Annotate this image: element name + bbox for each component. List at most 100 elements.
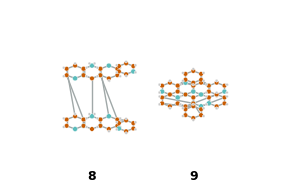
Circle shape xyxy=(215,95,218,98)
Circle shape xyxy=(214,92,219,97)
Circle shape xyxy=(181,72,184,74)
Circle shape xyxy=(199,92,203,97)
Circle shape xyxy=(124,72,128,77)
Circle shape xyxy=(160,89,164,94)
Circle shape xyxy=(85,66,88,69)
Circle shape xyxy=(119,75,122,78)
Circle shape xyxy=(134,128,137,131)
Circle shape xyxy=(207,89,211,94)
Circle shape xyxy=(207,83,211,88)
Circle shape xyxy=(199,104,203,109)
Circle shape xyxy=(181,79,184,82)
Circle shape xyxy=(179,83,181,86)
Circle shape xyxy=(85,117,88,120)
Circle shape xyxy=(222,89,227,94)
Circle shape xyxy=(115,117,120,122)
Circle shape xyxy=(73,63,77,68)
Circle shape xyxy=(226,95,228,98)
Circle shape xyxy=(214,92,219,97)
Circle shape xyxy=(125,117,127,120)
Circle shape xyxy=(134,71,137,74)
Circle shape xyxy=(117,64,121,68)
Circle shape xyxy=(93,62,96,65)
Circle shape xyxy=(191,89,196,94)
Circle shape xyxy=(183,92,188,97)
Circle shape xyxy=(199,81,203,85)
Circle shape xyxy=(199,72,203,76)
Circle shape xyxy=(206,101,211,106)
Circle shape xyxy=(191,89,196,94)
Circle shape xyxy=(199,107,203,112)
Circle shape xyxy=(85,126,88,128)
Circle shape xyxy=(168,92,172,97)
Circle shape xyxy=(73,127,77,132)
Circle shape xyxy=(215,107,218,110)
Circle shape xyxy=(175,83,180,88)
Circle shape xyxy=(215,91,218,94)
Circle shape xyxy=(119,66,122,69)
Circle shape xyxy=(81,67,86,71)
Circle shape xyxy=(158,83,161,86)
Circle shape xyxy=(64,124,69,128)
Circle shape xyxy=(222,101,227,106)
Circle shape xyxy=(124,129,128,133)
Circle shape xyxy=(226,91,228,94)
Circle shape xyxy=(90,127,94,131)
Circle shape xyxy=(168,107,171,110)
Circle shape xyxy=(191,83,196,88)
Circle shape xyxy=(158,103,161,106)
Circle shape xyxy=(205,95,208,98)
Circle shape xyxy=(207,95,211,100)
Circle shape xyxy=(168,92,172,97)
Circle shape xyxy=(191,95,196,100)
Circle shape xyxy=(199,113,203,117)
Circle shape xyxy=(205,103,208,106)
Circle shape xyxy=(191,69,196,73)
Circle shape xyxy=(134,64,137,67)
Circle shape xyxy=(202,107,205,110)
Circle shape xyxy=(175,95,180,100)
Circle shape xyxy=(115,64,118,67)
Circle shape xyxy=(214,104,219,108)
Text: 8: 8 xyxy=(88,170,96,183)
Circle shape xyxy=(181,115,184,117)
Circle shape xyxy=(124,61,128,66)
Circle shape xyxy=(205,91,208,94)
Circle shape xyxy=(98,117,103,122)
Circle shape xyxy=(90,76,94,81)
Circle shape xyxy=(191,95,196,100)
Circle shape xyxy=(81,117,86,122)
Circle shape xyxy=(175,89,180,94)
Circle shape xyxy=(183,80,188,85)
Circle shape xyxy=(88,113,91,115)
Circle shape xyxy=(62,117,65,120)
Circle shape xyxy=(115,67,120,71)
Circle shape xyxy=(158,83,161,86)
Circle shape xyxy=(93,113,96,115)
Circle shape xyxy=(115,124,120,128)
Circle shape xyxy=(116,126,121,131)
Circle shape xyxy=(81,67,86,71)
Circle shape xyxy=(202,115,205,117)
Circle shape xyxy=(81,73,86,78)
Circle shape xyxy=(168,104,172,108)
Circle shape xyxy=(175,101,180,106)
Circle shape xyxy=(181,107,184,110)
Circle shape xyxy=(207,101,211,106)
Circle shape xyxy=(175,95,180,100)
Circle shape xyxy=(98,123,103,128)
Circle shape xyxy=(158,91,161,94)
Circle shape xyxy=(115,73,120,77)
Circle shape xyxy=(115,128,118,131)
Circle shape xyxy=(192,119,194,121)
Circle shape xyxy=(202,72,205,74)
Circle shape xyxy=(125,60,127,63)
Circle shape xyxy=(222,95,227,100)
Circle shape xyxy=(183,72,188,76)
Circle shape xyxy=(119,117,122,120)
Circle shape xyxy=(191,116,196,120)
Circle shape xyxy=(192,68,194,70)
Circle shape xyxy=(125,132,127,134)
Circle shape xyxy=(117,69,121,74)
Circle shape xyxy=(115,71,118,74)
